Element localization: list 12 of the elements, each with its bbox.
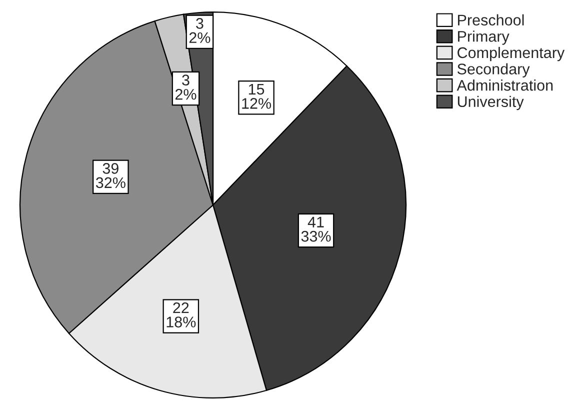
legend-label: Primary xyxy=(458,30,510,45)
legend-label: Administration xyxy=(456,80,553,91)
data-label: 39 32% xyxy=(96,163,126,188)
data-label: 3 2% xyxy=(175,74,196,100)
data-label: 22 18% xyxy=(166,302,196,328)
legend-label: Complementary xyxy=(458,46,565,62)
legend-label: Secondary xyxy=(457,63,530,78)
legend-label: Preschool xyxy=(458,14,524,26)
data-label: 41 33% xyxy=(301,216,331,242)
data-label: 15 12% xyxy=(242,84,272,109)
legend-label: University xyxy=(458,96,524,110)
data-label: 3 2% xyxy=(189,18,210,44)
